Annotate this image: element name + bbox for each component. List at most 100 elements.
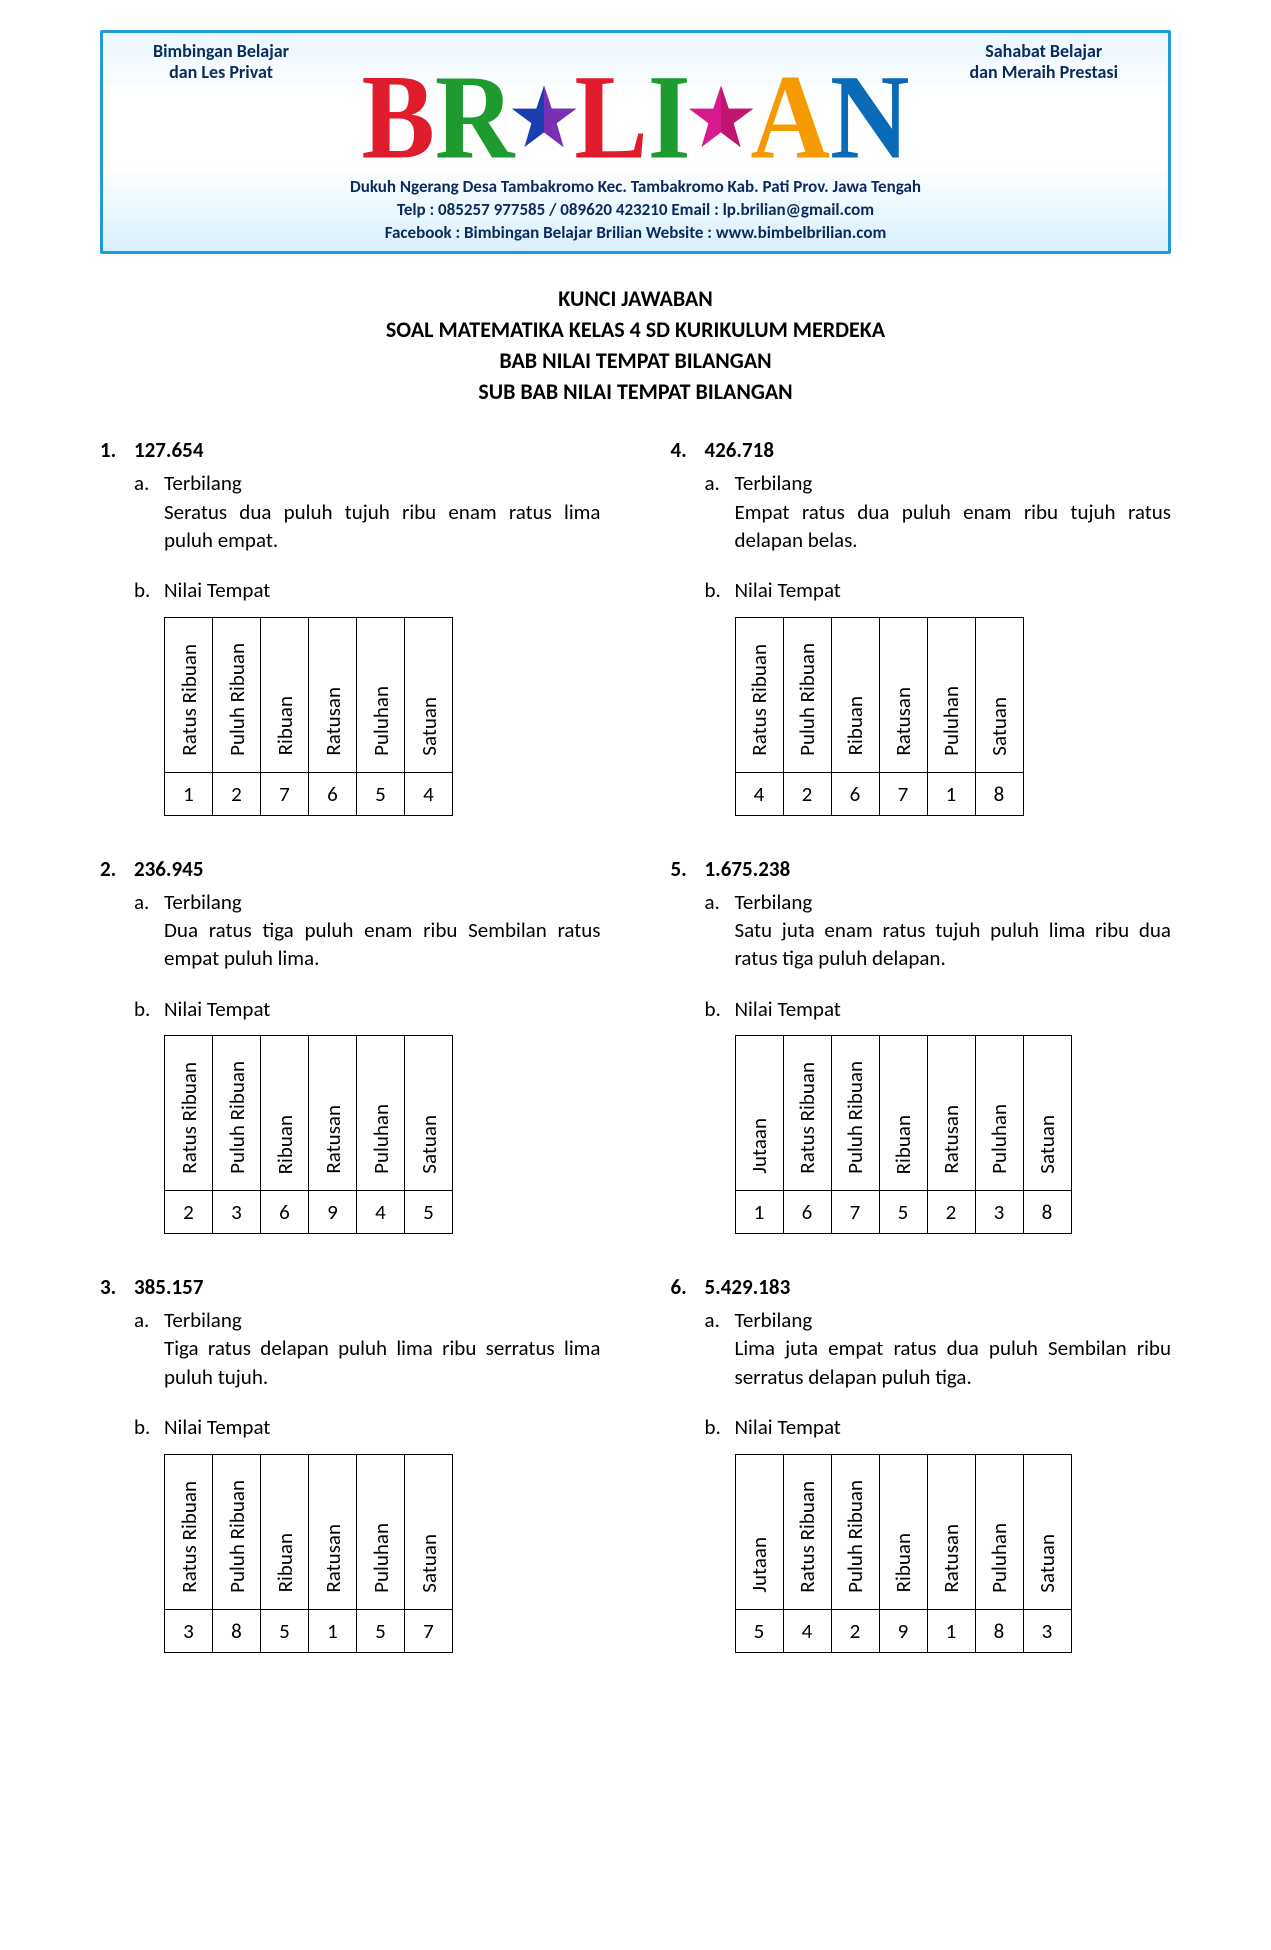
sub-letter: b. (705, 577, 735, 603)
logo-letter: R (435, 57, 514, 178)
terbilang-label: Terbilang (164, 888, 601, 916)
sub-letter: a. (134, 889, 164, 915)
sub-letter: b. (705, 1414, 735, 1440)
problem: 2.236.945a.TerbilangDua ratus tiga puluh… (100, 856, 601, 1234)
table-cell: 2 (213, 772, 261, 815)
table-header-cell: Puluh Ribuan (213, 1454, 261, 1609)
problem-header: 3.385.157 (100, 1274, 601, 1300)
table-cell: 7 (405, 1609, 453, 1652)
title-line4: SUB BAB NILAI TEMPAT BILANGAN (100, 377, 1171, 408)
sub-nilai-tempat: b.Nilai Tempat (100, 995, 601, 1023)
table-row: 5429183 (735, 1609, 1071, 1652)
sub-letter: b. (134, 577, 164, 603)
logo-letter: L (574, 57, 647, 178)
logo-letter: A (751, 57, 830, 178)
header-banner: Bimbingan Belajar dan Les Privat Sahabat… (100, 30, 1171, 254)
table-header-cell: Ribuan (261, 617, 309, 772)
table-cell: 4 (405, 772, 453, 815)
sub-nilai-tempat: b.Nilai Tempat (100, 576, 601, 604)
problem-header: 6.5.429.183 (671, 1274, 1172, 1300)
table-header-cell: Ribuan (261, 1454, 309, 1609)
table-header-cell: Satuan (1023, 1454, 1071, 1609)
nilai-tempat-label: Nilai Tempat (164, 576, 270, 604)
banner-right-line1: Sahabat Belajar (970, 41, 1118, 62)
table-cell: 6 (261, 1191, 309, 1234)
table-header-cell: Puluhan (357, 1454, 405, 1609)
sub-terbilang: a.TerbilangLima juta empat ratus dua pul… (671, 1306, 1172, 1391)
table-header-cell: Puluhan (357, 617, 405, 772)
sub-letter: a. (134, 1307, 164, 1333)
table-cell: 7 (261, 772, 309, 815)
place-value-table: Ratus RibuanPuluh RibuanRibuanRatusanPul… (164, 1035, 453, 1234)
place-value-table: JutaanRatus RibuanPuluh RibuanRibuanRatu… (735, 1454, 1072, 1653)
terbilang-text: Tiga ratus delapan puluh lima ribu serra… (164, 1335, 601, 1389)
terbilang-text: Satu juta enam ratus tujuh puluh lima ri… (735, 917, 1172, 971)
table-header-cell: Ratus Ribuan (735, 617, 783, 772)
page: Bimbingan Belajar dan Les Privat Sahabat… (0, 0, 1271, 1753)
table-cell: 2 (783, 772, 831, 815)
table-header-cell: Ratus Ribuan (165, 1036, 213, 1191)
table-cell: 2 (927, 1191, 975, 1234)
table-header-cell: Ratusan (879, 617, 927, 772)
table-header-cell: Puluhan (357, 1036, 405, 1191)
table-cell: 3 (213, 1191, 261, 1234)
place-value-table-wrap: Ratus RibuanPuluh RibuanRibuanRatusanPul… (100, 617, 601, 816)
problem: 4.426.718a.TerbilangEmpat ratus dua pulu… (671, 437, 1172, 815)
table-cell: 4 (783, 1609, 831, 1652)
table-row: 127654 (165, 772, 453, 815)
problem-value: 236.945 (134, 856, 203, 882)
table-cell: 5 (357, 772, 405, 815)
table-row: 426718 (735, 772, 1023, 815)
terbilang-text: Empat ratus dua puluh enam ribu tujuh ra… (735, 499, 1172, 553)
table-header-cell: Ribuan (261, 1036, 309, 1191)
problem: 5.1.675.238a.TerbilangSatu juta enam rat… (671, 856, 1172, 1234)
table-row: 1675238 (735, 1191, 1071, 1234)
place-value-table: JutaanRatus RibuanPuluh RibuanRibuanRatu… (735, 1035, 1072, 1234)
table-cell: 2 (165, 1191, 213, 1234)
sub-terbilang: a.TerbilangSatu juta enam ratus tujuh pu… (671, 888, 1172, 973)
sub-nilai-tempat: b.Nilai Tempat (671, 995, 1172, 1023)
star-icon (686, 82, 756, 152)
place-value-table-wrap: JutaanRatus RibuanPuluh RibuanRibuanRatu… (671, 1035, 1172, 1234)
banner-right-line2: dan Meraih Prestasi (970, 62, 1118, 83)
table-header-cell: Ratusan (309, 1036, 357, 1191)
table-cell: 7 (831, 1191, 879, 1234)
sub-body: TerbilangLima juta empat ratus dua puluh… (735, 1306, 1172, 1391)
place-value-table-wrap: Ratus RibuanPuluh RibuanRibuanRatusanPul… (100, 1454, 601, 1653)
table-header-cell: Puluhan (975, 1454, 1023, 1609)
place-value-table: Ratus RibuanPuluh RibuanRibuanRatusanPul… (164, 1454, 453, 1653)
table-header-row: Ratus RibuanPuluh RibuanRibuanRatusanPul… (165, 1036, 453, 1191)
table-header-cell: Ratusan (309, 617, 357, 772)
place-value-table-wrap: JutaanRatus RibuanPuluh RibuanRibuanRatu… (671, 1454, 1172, 1653)
table-header-cell: Ribuan (879, 1036, 927, 1191)
table-cell: 5 (357, 1609, 405, 1652)
title-line3: BAB NILAI TEMPAT BILANGAN (100, 346, 1171, 377)
nilai-tempat-label: Nilai Tempat (164, 995, 270, 1023)
banner-left-line2: dan Les Privat (153, 62, 289, 83)
title-line1: KUNCI JAWABAN (100, 284, 1171, 315)
terbilang-label: Terbilang (735, 1306, 1172, 1334)
terbilang-label: Terbilang (735, 469, 1172, 497)
table-cell: 8 (1023, 1191, 1071, 1234)
table-header-cell: Puluhan (927, 617, 975, 772)
table-header-cell: Ratusan (927, 1454, 975, 1609)
table-cell: 3 (1023, 1609, 1071, 1652)
table-cell: 6 (831, 772, 879, 815)
problem-number: 1. (100, 437, 134, 463)
sub-terbilang: a.TerbilangSeratus dua puluh tujuh ribu … (100, 469, 601, 554)
table-cell: 1 (165, 772, 213, 815)
terbilang-text: Seratus dua puluh tujuh ribu enam ratus … (164, 499, 601, 553)
terbilang-text: Dua ratus tiga puluh enam ribu Sembilan … (164, 917, 601, 971)
table-cell: 1 (927, 1609, 975, 1652)
problem-number: 3. (100, 1274, 134, 1300)
logo-letter: I (648, 57, 691, 178)
sub-body: TerbilangSatu juta enam ratus tujuh pulu… (735, 888, 1172, 973)
terbilang-label: Terbilang (164, 1306, 601, 1334)
table-cell: 9 (309, 1191, 357, 1234)
sub-terbilang: a.TerbilangEmpat ratus dua puluh enam ri… (671, 469, 1172, 554)
table-cell: 6 (783, 1191, 831, 1234)
table-header-row: JutaanRatus RibuanPuluh RibuanRibuanRatu… (735, 1454, 1071, 1609)
addr-line2: Telp : 085257 977585 / 089620 423210 Ema… (123, 199, 1148, 222)
nilai-tempat-label: Nilai Tempat (735, 995, 841, 1023)
place-value-table-wrap: Ratus RibuanPuluh RibuanRibuanRatusanPul… (100, 1035, 601, 1234)
